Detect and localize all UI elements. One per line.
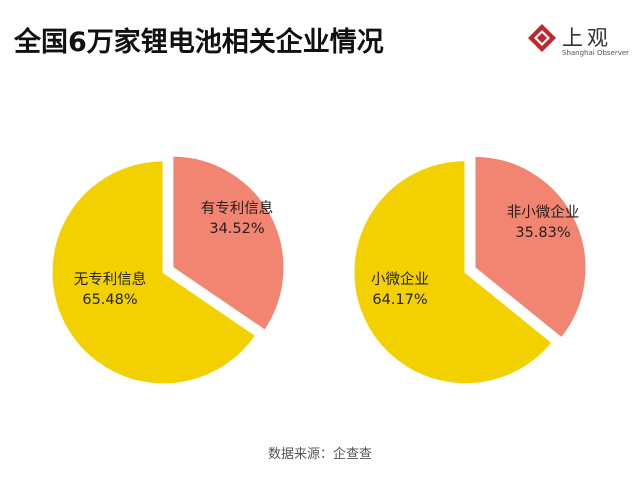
pie-1-slice-2-value: 65.48% [82,292,137,308]
pie-1-slice-1 [171,154,286,332]
pie-1-slice-1-label: 有专利信息 [201,200,274,217]
pie-1-slice-1-value: 34.52% [209,221,264,237]
pie-2-slice-1 [473,154,588,340]
logo-mark-icon [528,24,556,52]
chart-title: 全国6万家锂电池相关企业情况 [14,27,384,58]
pie-2-slice-2-value: 64.17% [372,292,427,308]
data-source: 数据来源：企查查 [267,447,372,462]
logo-text-en: Shanghai Observer [562,49,630,57]
pie-2-slice-1-label: 非小微企业 [507,203,580,221]
shanghai-observer-logo: 上观 Shanghai Observer [527,20,630,62]
pie-2-slice-2 [352,159,554,386]
pie-2-slice-2-label: 小微企业 [371,270,429,288]
logo-text-cn: 上观 [562,26,612,50]
pie-1-slice-2-label: 无专利信息 [74,271,147,288]
pie-1-slice-2 [50,159,258,386]
pie-2-slice-1-value: 35.83% [515,225,570,241]
